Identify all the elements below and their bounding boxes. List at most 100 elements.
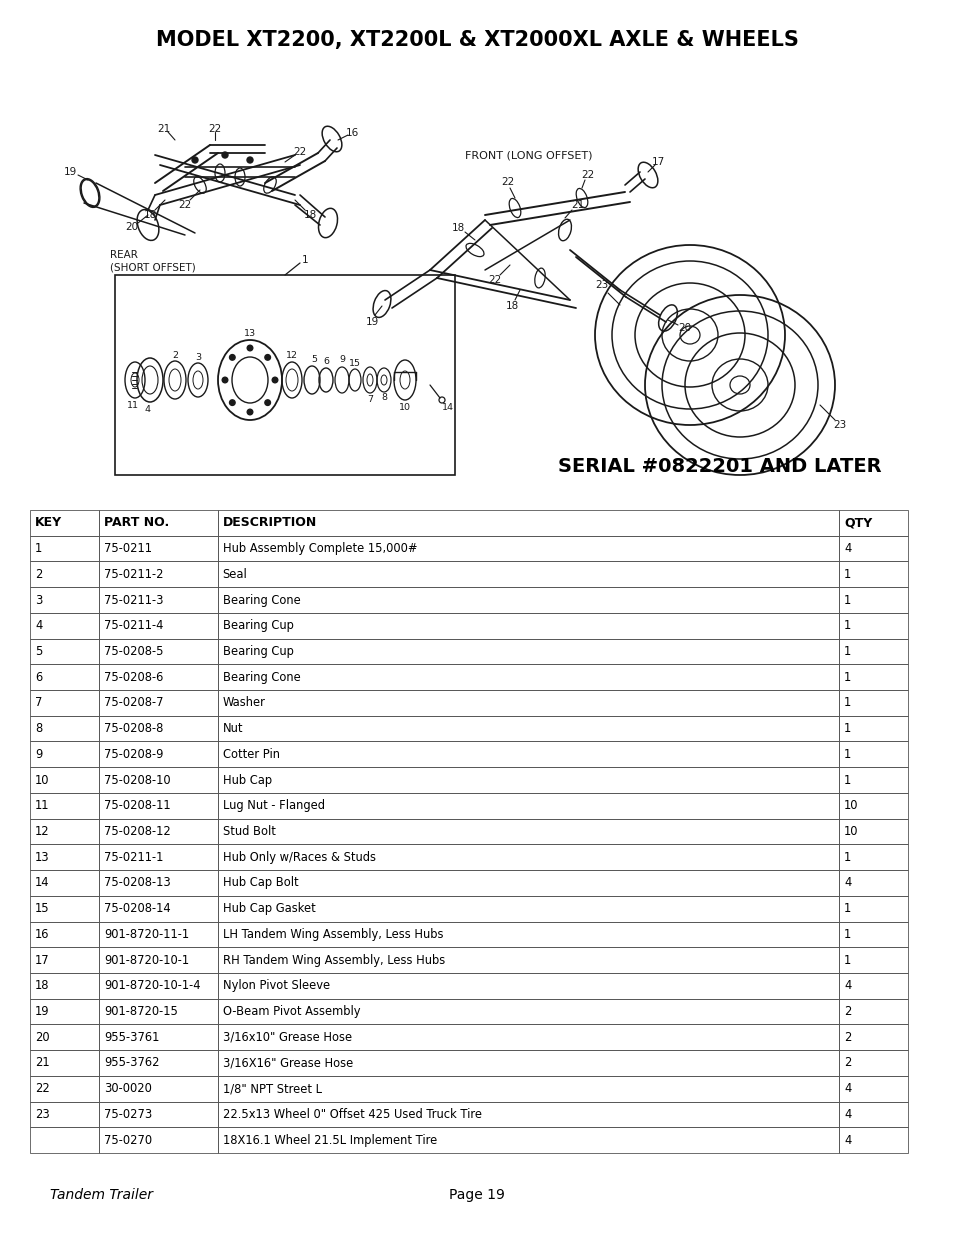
Text: 22: 22 bbox=[178, 200, 192, 210]
Bar bbox=[217, 510, 839, 536]
Text: 22: 22 bbox=[580, 170, 594, 180]
Bar bbox=[30, 845, 99, 871]
Circle shape bbox=[247, 409, 253, 415]
Text: 5: 5 bbox=[311, 356, 316, 364]
Bar bbox=[99, 690, 217, 716]
Text: 17: 17 bbox=[651, 157, 664, 167]
Bar bbox=[30, 716, 99, 741]
Text: 75-0208-10: 75-0208-10 bbox=[104, 773, 171, 787]
Text: 13: 13 bbox=[244, 330, 255, 338]
Text: 22: 22 bbox=[208, 124, 221, 135]
Circle shape bbox=[265, 354, 271, 361]
Bar bbox=[99, 947, 217, 973]
Text: 22: 22 bbox=[488, 275, 501, 285]
Text: 2: 2 bbox=[843, 1005, 850, 1018]
Text: 1: 1 bbox=[843, 953, 850, 967]
Bar bbox=[30, 1076, 99, 1102]
Bar bbox=[839, 1128, 907, 1153]
Text: 3: 3 bbox=[35, 594, 42, 606]
Text: 18: 18 bbox=[505, 301, 518, 311]
Text: 1: 1 bbox=[301, 254, 308, 266]
Circle shape bbox=[247, 346, 253, 351]
Text: 75-0208-14: 75-0208-14 bbox=[104, 902, 171, 915]
Bar bbox=[839, 741, 907, 767]
Text: 18: 18 bbox=[35, 979, 50, 992]
Text: Page 19: Page 19 bbox=[449, 1188, 504, 1202]
Text: Cotter Pin: Cotter Pin bbox=[222, 748, 279, 761]
Text: 2: 2 bbox=[35, 568, 42, 580]
Text: 16: 16 bbox=[345, 128, 358, 138]
Text: 10: 10 bbox=[843, 799, 858, 813]
Text: 15: 15 bbox=[349, 358, 360, 368]
Text: 901-8720-10-1-4: 901-8720-10-1-4 bbox=[104, 979, 200, 992]
Bar bbox=[99, 510, 217, 536]
Bar bbox=[217, 716, 839, 741]
Text: 18: 18 bbox=[303, 210, 316, 220]
Bar bbox=[99, 819, 217, 845]
Text: SERIAL #0822201 AND LATER: SERIAL #0822201 AND LATER bbox=[558, 457, 881, 477]
Text: 901-8720-11-1: 901-8720-11-1 bbox=[104, 927, 189, 941]
Text: 10: 10 bbox=[843, 825, 858, 839]
Text: 955-3761: 955-3761 bbox=[104, 1031, 159, 1044]
Text: 30-0020: 30-0020 bbox=[104, 1082, 152, 1095]
Text: 12: 12 bbox=[286, 352, 297, 361]
Bar bbox=[839, 536, 907, 562]
Text: 1: 1 bbox=[843, 748, 850, 761]
Text: 23: 23 bbox=[595, 280, 608, 290]
Text: 2: 2 bbox=[843, 1031, 850, 1044]
Bar bbox=[99, 587, 217, 613]
Text: 21: 21 bbox=[35, 1056, 50, 1070]
Bar bbox=[30, 1128, 99, 1153]
Text: 75-0211: 75-0211 bbox=[104, 542, 152, 555]
Text: Bearing Cup: Bearing Cup bbox=[222, 645, 294, 658]
Text: QTY: QTY bbox=[843, 516, 871, 530]
Bar bbox=[217, 819, 839, 845]
Bar bbox=[839, 999, 907, 1024]
Bar bbox=[839, 895, 907, 921]
Text: 21: 21 bbox=[157, 124, 171, 135]
Text: 6: 6 bbox=[323, 357, 329, 367]
Text: 23: 23 bbox=[833, 420, 845, 430]
Bar bbox=[217, 973, 839, 999]
Text: RH Tandem Wing Assembly, Less Hubs: RH Tandem Wing Assembly, Less Hubs bbox=[222, 953, 444, 967]
Text: 2: 2 bbox=[172, 351, 178, 359]
Text: REAR: REAR bbox=[110, 249, 138, 261]
Bar bbox=[99, 871, 217, 895]
Text: 75-0208-9: 75-0208-9 bbox=[104, 748, 163, 761]
Text: 1: 1 bbox=[843, 568, 850, 580]
Bar bbox=[217, 562, 839, 587]
Bar bbox=[30, 895, 99, 921]
Bar bbox=[839, 562, 907, 587]
Bar bbox=[99, 664, 217, 690]
Text: 1: 1 bbox=[843, 927, 850, 941]
Text: 9: 9 bbox=[35, 748, 42, 761]
Bar bbox=[839, 613, 907, 638]
Bar bbox=[839, 819, 907, 845]
Bar bbox=[839, 871, 907, 895]
Text: 19: 19 bbox=[35, 1005, 50, 1018]
Circle shape bbox=[222, 152, 228, 158]
Text: 2: 2 bbox=[843, 1056, 850, 1070]
Bar bbox=[217, 947, 839, 973]
Bar bbox=[99, 793, 217, 819]
Bar bbox=[839, 690, 907, 716]
Text: 14: 14 bbox=[35, 877, 50, 889]
Bar bbox=[99, 1102, 217, 1128]
Bar bbox=[217, 871, 839, 895]
Bar bbox=[99, 1050, 217, 1076]
Bar bbox=[217, 690, 839, 716]
Text: 20: 20 bbox=[125, 222, 138, 232]
Text: Bearing Cone: Bearing Cone bbox=[222, 671, 300, 684]
Text: 7: 7 bbox=[35, 697, 42, 709]
Bar bbox=[30, 690, 99, 716]
Bar bbox=[99, 716, 217, 741]
Bar bbox=[99, 921, 217, 947]
Text: 1: 1 bbox=[843, 902, 850, 915]
Circle shape bbox=[230, 400, 234, 405]
Text: FRONT (LONG OFFSET): FRONT (LONG OFFSET) bbox=[464, 149, 592, 161]
Bar bbox=[99, 638, 217, 664]
Text: Hub Cap: Hub Cap bbox=[222, 773, 272, 787]
Bar bbox=[30, 510, 99, 536]
Text: 75-0211-4: 75-0211-4 bbox=[104, 619, 163, 632]
Bar bbox=[839, 1050, 907, 1076]
